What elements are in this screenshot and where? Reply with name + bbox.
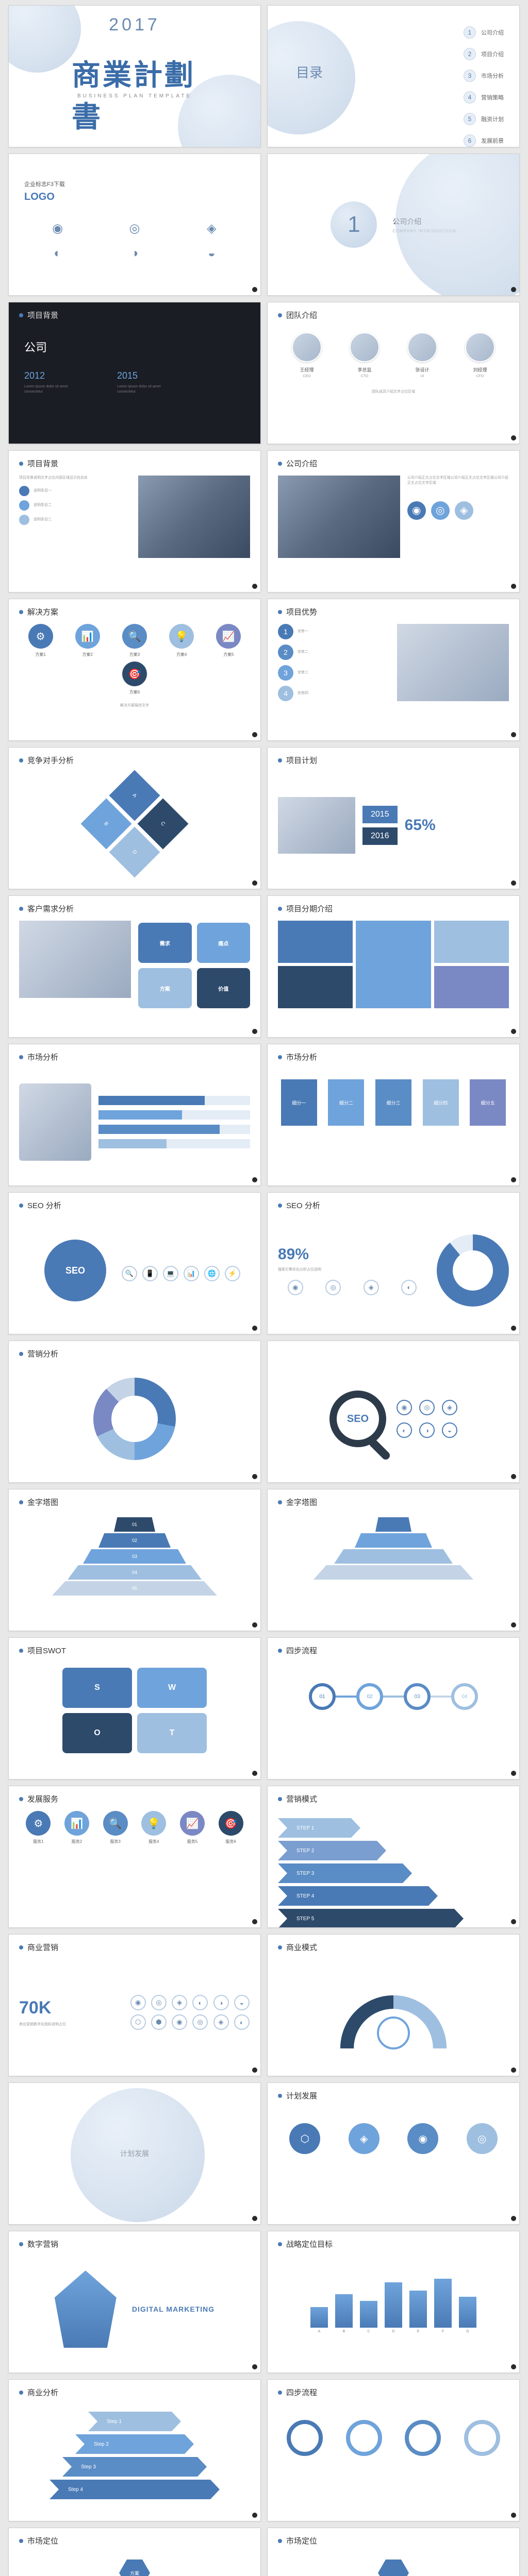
slide-strategy-target: 战略定位目标 ABCDEFG bbox=[267, 2231, 520, 2373]
slide-four-step: 四步流程 01 02 03 04 bbox=[267, 1637, 520, 1780]
slide-logos: 企业标志F3下载 LOGO ◉◎◈◐◑◒ bbox=[8, 154, 261, 296]
slide-solution: 解决方案 ⚙方案1📊方案2🔍方案3💡方案4📈方案5🎯方案6 解决方案描述文字 bbox=[8, 599, 261, 741]
team-row: 王经理CEO李总监CTO张设计UI刘经理CFO bbox=[278, 332, 509, 379]
cover-year: 2017 bbox=[109, 15, 160, 35]
slide-team-analysis: 商业分析 Step 1 Step 2 Step 3 Step 4 bbox=[8, 2379, 261, 2521]
logo-grid: ◉◎◈◐◑◒ bbox=[24, 221, 245, 261]
slide-timeline: 项目计划 2015 2016 65% bbox=[267, 747, 520, 889]
slide-step-intro: 项目分期介绍 bbox=[267, 895, 520, 1038]
slide-swot: 项目SWOT S W O T bbox=[8, 1637, 261, 1780]
directory-title: 目录 bbox=[296, 62, 323, 81]
slide-marketing-mode: 营销模式 STEP 1STEP 2STEP 3STEP 4STEP 5 bbox=[267, 1786, 520, 1928]
slide-company-intro: 公司介绍 公司介绍正文占位文字区域公司介绍正文占位文字区域公司介绍正文占位文字区… bbox=[267, 450, 520, 592]
slide-market-target-2: 市场定位 bbox=[267, 2528, 520, 2576]
logos-title: 企业标志F3下载 bbox=[24, 180, 65, 188]
cover-subtitle: BUSINESS PLAN TEMPLATE bbox=[77, 93, 192, 99]
slide-competitor: 竞争对手分析 A B C D bbox=[8, 747, 261, 889]
slide-biz-marketing: 商业营销 70K 商业营销数字化指标说明占位 ◉◎◈◐ ◑◒⬡⬢ ◉◎◈◐ bbox=[8, 1934, 261, 2076]
directory-list: 1公司介绍2项目介绍3市场分析4营销策略5融资计划6发展前景 bbox=[464, 26, 504, 147]
slide-step4-2: 四步流程 bbox=[267, 2379, 520, 2521]
slide-seo-2: SEO 分析 89% 搜索引擎优化分析占位说明 ◉◎◈◐ bbox=[267, 1192, 520, 1334]
solution-icons: ⚙方案1📊方案2🔍方案3💡方案4📈方案5🎯方案6 bbox=[19, 624, 250, 695]
slide-project-bg: 项目背景 项目背景说明文字占位内容区域显示在此处 说明条目一 说明条目二 说明条… bbox=[8, 450, 261, 592]
slide-market-2: 市场分析 细分一细分二细分三细分四细分五 bbox=[267, 1044, 520, 1186]
market-boxes: 细分一细分二细分三细分四细分五 bbox=[278, 1079, 509, 1126]
seo-icons: 🔍📱💻📊🌐⚡ bbox=[122, 1266, 225, 1281]
slide-directory: 目录 1公司介绍2项目介绍3市场分析4营销策略5融资计划6发展前景 bbox=[267, 5, 520, 147]
dev-service-row: ⚙服务1📊服务2🔍服务3💡服务4📈服务5🎯服务6 bbox=[19, 1811, 250, 1844]
slide-digital: 数字营销 DIGITAL MARKETING bbox=[8, 2231, 261, 2373]
slide-pyramid-1: 金字塔图 0102030405 bbox=[8, 1489, 261, 1631]
slide-seo-magnify: SEO ◉◎◈ ◐◑◒ bbox=[267, 1341, 520, 1483]
arc-diagram bbox=[337, 1966, 450, 2059]
marketing-steps: STEP 1STEP 2STEP 3STEP 4STEP 5 bbox=[278, 1818, 509, 1928]
slide-pyramid-2: 金字塔图 bbox=[267, 1489, 520, 1631]
slide-plan-dev-marker: 计划发展 bbox=[8, 2082, 261, 2225]
section-number: 1 bbox=[331, 201, 377, 248]
sales-donut bbox=[93, 1378, 176, 1460]
slide-team: 团队介绍 王经理CEO李总监CTO张设计UI刘经理CFO 团队成员介绍文字占位区… bbox=[267, 302, 520, 444]
slide-sales: 营销分析 bbox=[8, 1341, 261, 1483]
slide-market: 市场分析 bbox=[8, 1044, 261, 1186]
slide-seo-1: SEO 分析 SEO 🔍📱💻📊🌐⚡ bbox=[8, 1192, 261, 1334]
pyramid-2 bbox=[278, 1517, 509, 1580]
bars-1: ABCDEFG bbox=[278, 2272, 509, 2333]
slide-dev-service: 发展服务 ⚙服务1📊服务2🔍服务3💡服务4📈服务5🎯服务6 bbox=[8, 1786, 261, 1928]
slide-plan-dev: 计划发展 ⬡ ◈ ◉ ◎ bbox=[267, 2082, 520, 2225]
slide-biz-mode: 商业模式 bbox=[267, 1934, 520, 2076]
slide-about: 项目背景 公司 2012Lorem ipsum dolor sit amet c… bbox=[8, 302, 261, 444]
slide-customer: 客户需求分析 需求 痛点 方案 价值 bbox=[8, 895, 261, 1038]
pyramid-1: 0102030405 bbox=[19, 1517, 250, 1596]
slide-section-1: 1 公司介绍 COMPANY INTRODUCTION bbox=[267, 154, 520, 296]
slide-advantage: 项目优势 1优势一 2优势二 3优势三 4优势四 bbox=[267, 599, 520, 741]
slide-market-target: 市场定位 方案创新团队技术服务品质 bbox=[8, 2528, 261, 2576]
hex-ring: 方案创新团队技术服务品质 bbox=[83, 2560, 186, 2576]
slide-cover: 2017 商業計劃書 BUSINESS PLAN TEMPLATE bbox=[8, 5, 261, 147]
